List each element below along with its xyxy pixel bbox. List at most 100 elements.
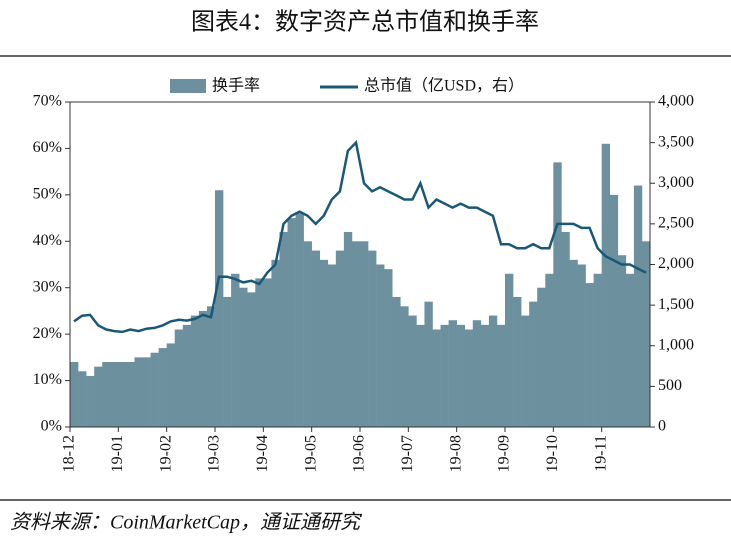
bar [472,320,482,427]
bar [593,273,602,427]
bar [432,329,441,427]
bar [198,310,208,427]
bar [448,320,457,427]
bar [368,250,377,427]
legend-swatch [170,79,206,93]
bar [424,301,433,427]
x-tick-label: 19-09 [496,435,513,472]
bar [601,143,611,428]
y2-tick-label: 1,000 [658,336,694,353]
bar [537,287,546,427]
y-tick-label: 0% [41,418,62,435]
bar [569,259,578,427]
bar [239,287,248,427]
bar [384,269,393,427]
y-tick-label: 50% [33,186,62,203]
bar [376,264,385,427]
bar [553,162,562,427]
bar [585,283,594,427]
bar [529,301,538,427]
bar [287,218,296,427]
bar [577,264,586,427]
bar [255,278,264,427]
bar [392,297,401,427]
y2-tick-label: 4,000 [658,93,694,110]
bar [134,357,143,427]
bar [271,259,280,427]
bar [182,324,192,427]
y-tick-label: 10% [33,371,62,388]
x-tick-label: 19-08 [447,435,464,472]
bar [110,362,119,427]
bar [327,264,337,427]
y-tick-label: 20% [33,325,62,342]
x-tick-label: 19-05 [302,435,319,472]
y2-tick-label: 3,500 [658,133,694,150]
y2-tick-label: 2,500 [658,215,694,232]
bar [223,297,232,427]
bar [118,362,127,427]
bar [150,352,159,427]
line [73,140,647,334]
x-tick-label: 18-12 [61,435,78,472]
bar [174,329,184,427]
bar [158,348,167,427]
x-tick-label: 19-02 [157,435,174,472]
x-tick-label: 19-06 [351,435,368,472]
y2-tick-label: 1,500 [658,296,694,313]
source: 资料来源：CoinMarketCap，通证通研究 [10,512,363,534]
y-tick-label: 30% [33,278,62,295]
legend-label: 总市值（亿USD，右） [364,77,524,95]
legend-label: 换手率 [212,77,260,95]
bar [206,306,216,427]
chart-title: 图表4：数字资产总市值和换手率 [191,9,539,36]
y-tick-label: 70% [33,93,62,110]
bar [166,343,176,427]
bar [335,250,345,427]
bar [480,324,490,427]
bar [78,371,87,427]
bar [319,259,329,427]
bar [70,362,79,427]
bar [311,250,321,427]
bar [488,315,498,427]
bar [343,232,353,427]
bar [440,324,449,427]
bar [126,362,135,427]
bar [215,190,224,427]
y-tick-label: 60% [33,139,62,156]
bar [263,278,272,427]
y2-tick-label: 3,000 [658,174,694,191]
bar [521,315,530,427]
bar [561,232,570,427]
bar [408,315,417,427]
bar [94,366,103,427]
x-tick-label: 19-03 [206,435,223,472]
bar [416,324,425,427]
x-tick-label: 19-11 [592,435,609,472]
bar [464,329,474,427]
bar [351,241,361,427]
bar [513,297,522,427]
y2-tick-label: 500 [658,377,682,394]
x-tick-label: 19-10 [544,435,561,472]
x-tick-label: 19-04 [254,435,271,472]
bar [456,324,466,427]
x-tick-label: 19-07 [399,435,416,472]
bar [641,241,651,427]
y2-tick-label: 0 [658,418,666,435]
bar [609,194,619,427]
bar [400,306,409,427]
bar [625,273,635,427]
bar [545,273,554,427]
bar [496,324,506,427]
bar [231,273,240,427]
bar [102,362,111,427]
y-tick-label: 40% [33,232,62,249]
bar [279,232,288,427]
bar [505,273,514,427]
bar [247,292,256,427]
bar [86,375,95,427]
bar [190,315,200,427]
